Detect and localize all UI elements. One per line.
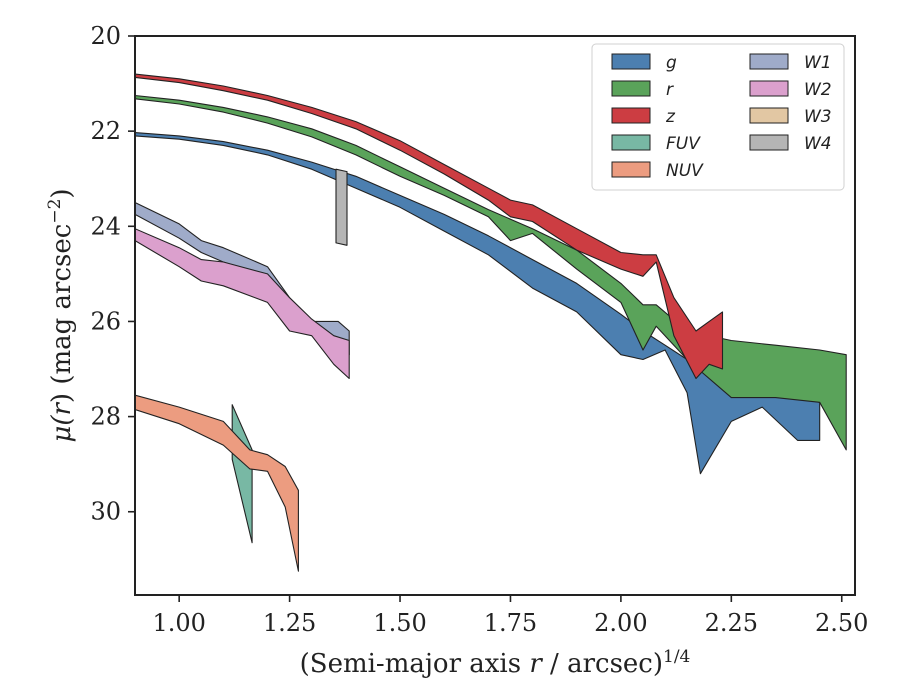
x-axis-label: (Semi-major axis r / arcsec)1/4: [300, 647, 691, 679]
legend-swatch-nuv: [611, 161, 651, 178]
y-tick-label: 26: [90, 307, 121, 335]
y-tick-label: 24: [90, 212, 121, 240]
y-axis-label: μ(r) (mag arcsec−2): [45, 188, 77, 442]
legend-swatch-w1: [749, 53, 789, 70]
y-axis-label-close: ): [47, 188, 77, 198]
band-fuv: [231, 404, 253, 544]
x-axis-label-part: (Semi-major axis: [300, 649, 530, 679]
legend-label-w1: W1: [804, 53, 832, 73]
band-g: [135, 132, 821, 475]
y-tick-label: 30: [90, 498, 121, 526]
x-tick-label: 2.00: [594, 609, 647, 637]
legend-label-w3: W3: [804, 107, 832, 127]
legend-label-g: g: [666, 53, 677, 73]
legend-label-w4: W4: [804, 134, 832, 154]
band-z: [135, 73, 724, 380]
legend-swatch-r: [611, 80, 651, 97]
x-tick-label: 1.25: [263, 609, 316, 637]
x-tick-label: 2.50: [815, 609, 868, 637]
legend-label-r: r: [666, 80, 674, 100]
legend-label-nuv: NUV: [666, 161, 704, 181]
legend-swatch-w2: [749, 80, 789, 97]
y-axis-label-symbol: μ(: [47, 415, 77, 443]
legend-label-z: z: [665, 107, 676, 127]
y-tick-label: 22: [90, 117, 121, 145]
x-tick-label: 1.50: [373, 609, 426, 637]
legend: grz FUV NUV W1 W2 W3 W4: [591, 43, 845, 191]
band-nuv: [135, 394, 299, 572]
legend-swatch-w3: [749, 107, 789, 124]
legend-label-fuv: FUV: [666, 134, 701, 154]
y-axis-label-exponent: −2: [45, 199, 65, 224]
x-tick-label: 1.00: [152, 609, 205, 637]
bands-layer: [135, 73, 847, 572]
y-tick-label: 20: [90, 22, 121, 50]
y-axis-label-variable: r: [47, 402, 77, 416]
x-tick-label: 1.75: [484, 609, 537, 637]
legend-swatch-g: [611, 53, 651, 70]
band-w4: [335, 168, 348, 246]
band-r: [135, 94, 847, 451]
legend-swatch-w4: [749, 134, 789, 151]
y-tick-label: 28: [90, 403, 121, 431]
band-w2: [135, 228, 350, 380]
x-axis-label-variable: r: [529, 649, 543, 679]
legend-swatch-z: [611, 107, 651, 124]
legend-label-w2: W2: [804, 80, 832, 100]
legend-swatch-fuv: [611, 134, 651, 151]
ticks-layer: 1.00 1.25 1.50 1.75 2.00 2.25 2.50 20 22 24 26 28 30: [90, 22, 868, 637]
plot-frame: [134, 35, 856, 596]
x-axis-label-exponent: 1/4: [663, 647, 690, 667]
y-axis-label-part: ) (mag arcsec: [47, 224, 77, 403]
x-tick-label: 2.25: [705, 609, 758, 637]
x-axis-label-part: / arcsec): [542, 649, 663, 679]
